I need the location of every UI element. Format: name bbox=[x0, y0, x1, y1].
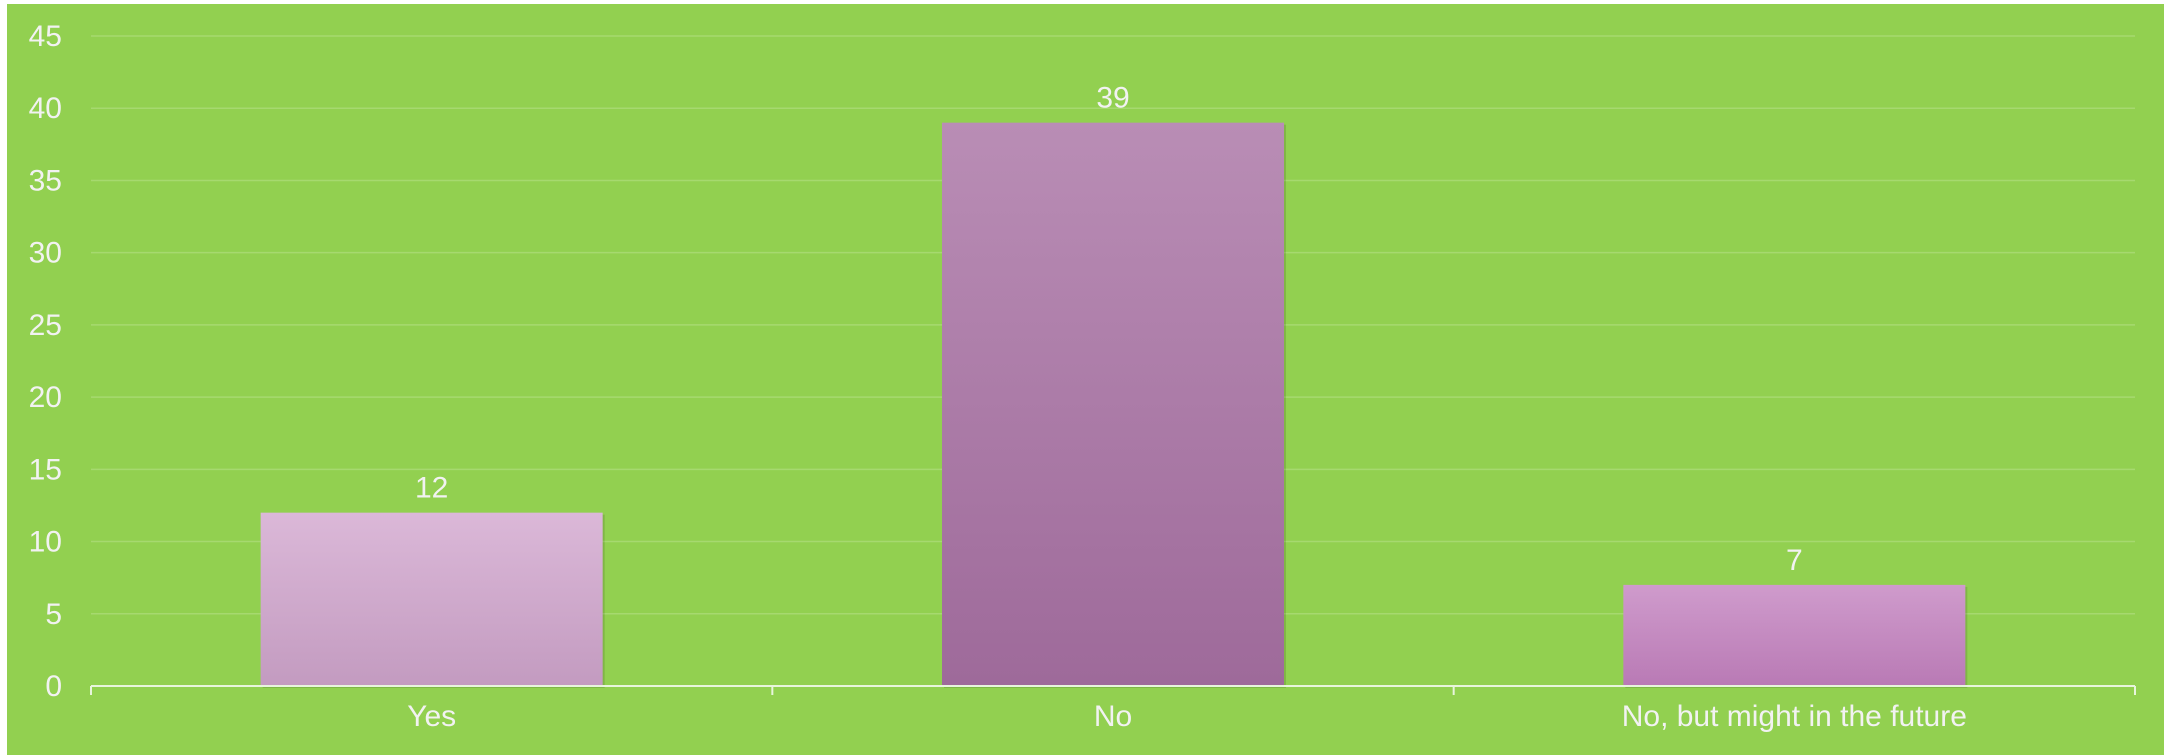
x-category-label: No bbox=[1094, 700, 1132, 733]
bar-data-label: 7 bbox=[1786, 544, 1803, 577]
x-category-label: No, but might in the future bbox=[1622, 700, 1967, 733]
bar-data-label: 39 bbox=[1096, 82, 1129, 115]
y-tick-label: 25 bbox=[29, 309, 62, 342]
y-axis-tick-labels: 0 5 10 15 20 25 30 35 40 45 bbox=[29, 20, 62, 703]
bar-data-labels: 12 39 7 bbox=[415, 82, 1803, 577]
y-tick-label: 35 bbox=[29, 164, 62, 197]
x-axis-category-labels: Yes No No, but might in the future bbox=[407, 700, 1967, 733]
bar-no bbox=[942, 122, 1284, 686]
bar-data-label: 12 bbox=[415, 472, 448, 505]
y-tick-label: 30 bbox=[29, 237, 62, 270]
bar-no-but-might-in-the-future bbox=[1623, 584, 1966, 686]
y-tick-label: 5 bbox=[45, 598, 62, 631]
y-tick-label: 40 bbox=[29, 92, 62, 125]
y-tick-label: 0 bbox=[45, 670, 62, 703]
bars bbox=[260, 122, 1968, 688]
bar-yes bbox=[260, 512, 603, 686]
y-tick-label: 45 bbox=[29, 20, 62, 53]
y-tick-label: 15 bbox=[29, 453, 62, 486]
y-tick-label: 10 bbox=[29, 526, 62, 559]
x-category-label: Yes bbox=[407, 700, 456, 733]
x-axis bbox=[90, 685, 2136, 695]
y-tick-label: 20 bbox=[29, 381, 62, 414]
